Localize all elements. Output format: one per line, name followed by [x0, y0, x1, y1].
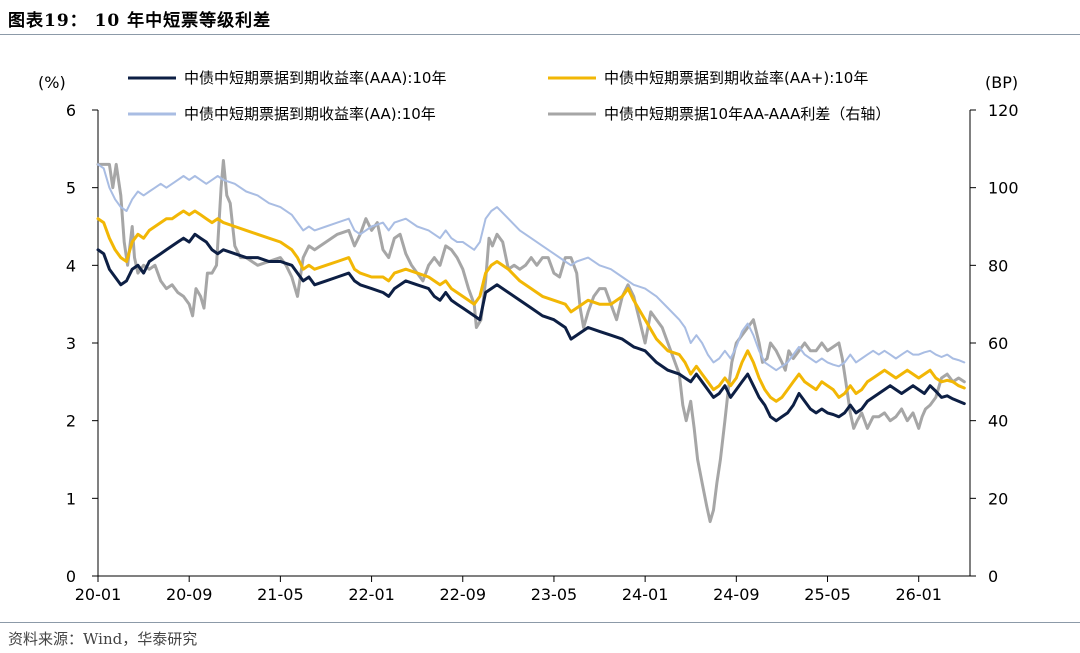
title-divider — [0, 34, 1080, 35]
x-tick-label: 20-01 — [75, 585, 122, 604]
x-tick-label: 23-05 — [531, 585, 578, 604]
x-tick-label: 26-01 — [895, 585, 942, 604]
right-tick-label: 80 — [988, 256, 1008, 275]
x-tick-label: 24-01 — [622, 585, 669, 604]
series-line-1 — [96, 209, 966, 403]
left-axis-unit: (%) — [38, 73, 66, 92]
right-tick-label: 60 — [988, 334, 1008, 353]
source-note: 资料来源：Wind，华泰研究 — [8, 630, 198, 648]
x-tick-label: 25-05 — [804, 585, 851, 604]
legend-label-3: 中债中短期票据10年AA-AAA利差（右轴） — [604, 105, 890, 123]
right-tick-label: 0 — [988, 567, 998, 586]
chart-title: 图表19： 10 年中短票等级利差 — [8, 11, 272, 31]
x-tick-label: 22-01 — [348, 585, 395, 604]
x-tick-label: 22-09 — [440, 585, 487, 604]
legend-label-0: 中债中短期票据到期收益率(AAA):10年 — [184, 69, 446, 87]
plot-area — [96, 159, 966, 524]
left-tick-label: 3 — [66, 334, 76, 353]
left-tick-label: 5 — [66, 179, 76, 198]
right-tick-label: 100 — [988, 179, 1019, 198]
x-tick-label: 24-09 — [713, 585, 760, 604]
left-tick-label: 0 — [66, 567, 76, 586]
legend-label-2: 中债中短期票据到期收益率(AA):10年 — [184, 105, 436, 123]
left-tick-label: 6 — [66, 101, 76, 120]
series-line-3 — [96, 159, 966, 524]
series-line-2 — [97, 163, 966, 372]
right-axis-unit: (BP) — [985, 73, 1018, 92]
line-chart: 中债中短期票据到期收益率(AAA):10年 中债中短期票据到期收益率(AA+):1… — [38, 69, 1019, 604]
footer-divider — [0, 622, 1080, 623]
right-tick-label: 40 — [988, 412, 1008, 431]
legend-label-1: 中债中短期票据到期收益率(AA+):10年 — [604, 69, 868, 87]
left-tick-label: 1 — [66, 489, 76, 508]
x-tick-label: 20-09 — [166, 585, 213, 604]
right-tick-label: 20 — [988, 489, 1008, 508]
left-tick-label: 4 — [66, 256, 76, 275]
x-tick-label: 21-05 — [257, 585, 304, 604]
right-tick-label: 120 — [988, 101, 1019, 120]
legend: 中债中短期票据到期收益率(AAA):10年 中债中短期票据到期收益率(AA+):1… — [128, 69, 890, 123]
left-tick-label: 2 — [66, 412, 76, 431]
series-line-0 — [96, 232, 966, 423]
